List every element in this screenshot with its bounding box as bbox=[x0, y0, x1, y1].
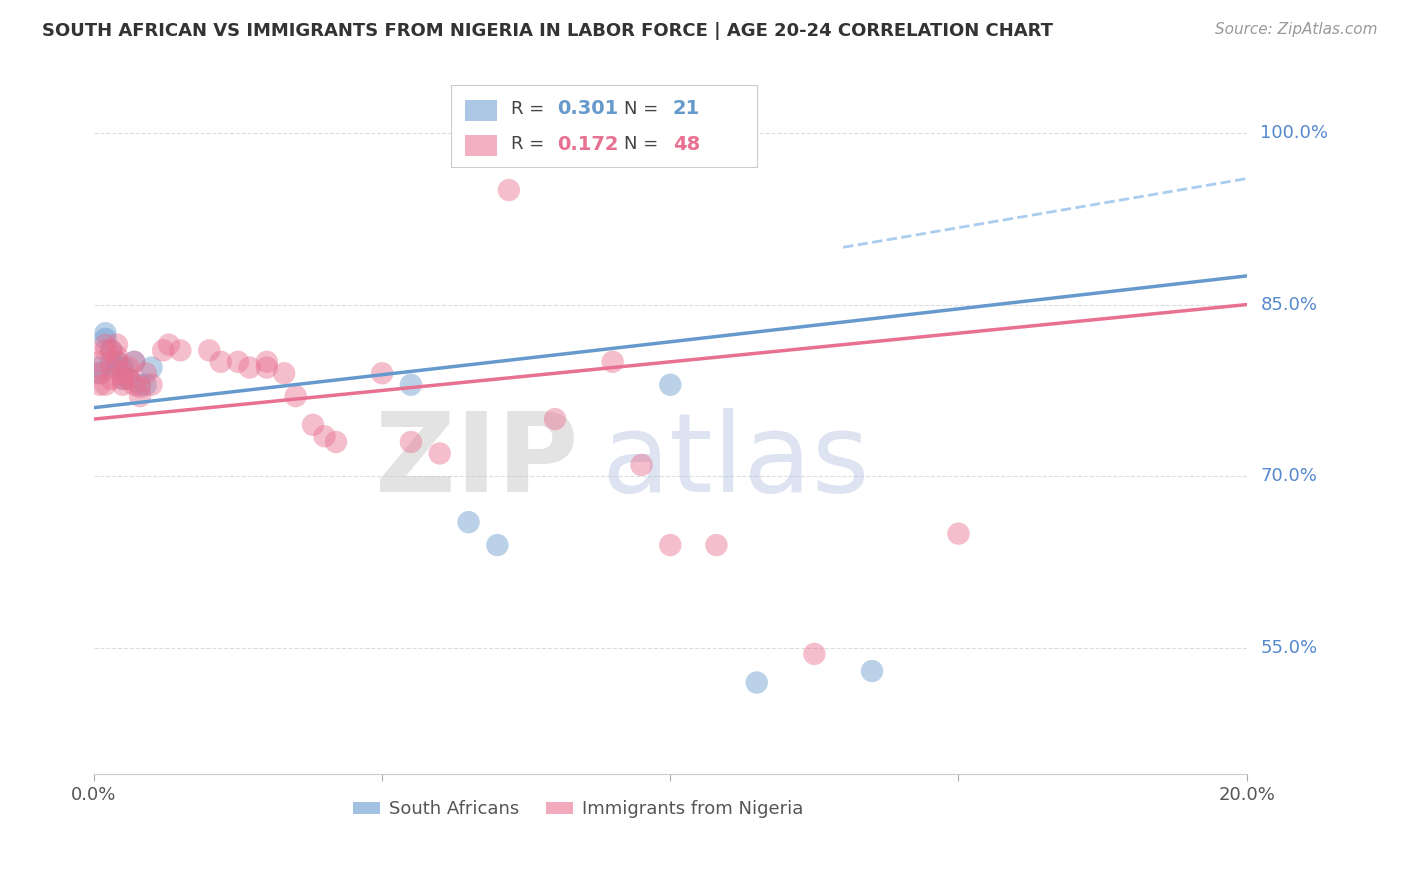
Point bbox=[399, 435, 422, 450]
Legend: South Africans, Immigrants from Nigeria: South Africans, Immigrants from Nigeria bbox=[346, 793, 811, 825]
Point bbox=[706, 538, 728, 552]
Point bbox=[129, 389, 152, 403]
Point bbox=[105, 355, 128, 369]
Point bbox=[429, 446, 451, 460]
Point bbox=[141, 377, 163, 392]
Point bbox=[117, 372, 139, 386]
Point bbox=[111, 372, 134, 386]
FancyBboxPatch shape bbox=[451, 86, 756, 167]
Text: 100.0%: 100.0% bbox=[1261, 124, 1329, 142]
Point bbox=[105, 349, 128, 363]
Point bbox=[89, 377, 111, 392]
Point bbox=[325, 435, 347, 450]
Point bbox=[803, 647, 825, 661]
Point bbox=[169, 343, 191, 358]
Point bbox=[105, 355, 128, 369]
Point bbox=[100, 343, 122, 358]
Point bbox=[122, 377, 145, 392]
Point bbox=[399, 377, 422, 392]
Point bbox=[948, 526, 970, 541]
Point bbox=[100, 343, 122, 358]
Text: 55.0%: 55.0% bbox=[1261, 640, 1317, 657]
Point bbox=[89, 366, 111, 380]
Point bbox=[117, 372, 139, 386]
Text: atlas: atlas bbox=[602, 409, 870, 516]
Point bbox=[256, 360, 278, 375]
Point bbox=[100, 355, 122, 369]
Text: SOUTH AFRICAN VS IMMIGRANTS FROM NIGERIA IN LABOR FORCE | AGE 20-24 CORRELATION : SOUTH AFRICAN VS IMMIGRANTS FROM NIGERIA… bbox=[42, 22, 1053, 40]
Point bbox=[141, 360, 163, 375]
Point bbox=[94, 377, 117, 392]
Point bbox=[314, 429, 336, 443]
Point bbox=[94, 326, 117, 341]
Text: Source: ZipAtlas.com: Source: ZipAtlas.com bbox=[1215, 22, 1378, 37]
Point bbox=[226, 355, 249, 369]
Point bbox=[302, 417, 325, 432]
Point bbox=[135, 366, 157, 380]
Point bbox=[94, 337, 117, 351]
FancyBboxPatch shape bbox=[465, 135, 498, 156]
Text: 21: 21 bbox=[672, 99, 700, 119]
Text: 48: 48 bbox=[672, 135, 700, 153]
Point bbox=[659, 377, 682, 392]
Point bbox=[105, 360, 128, 375]
Point bbox=[122, 355, 145, 369]
Point bbox=[89, 366, 111, 380]
Point bbox=[89, 355, 111, 369]
Point bbox=[111, 360, 134, 375]
Point bbox=[111, 372, 134, 386]
Text: R =: R = bbox=[512, 136, 544, 153]
Point bbox=[105, 337, 128, 351]
Point bbox=[129, 380, 152, 394]
Point bbox=[198, 343, 221, 358]
Text: R =: R = bbox=[512, 100, 544, 118]
Point bbox=[89, 360, 111, 375]
Point bbox=[94, 343, 117, 358]
Point bbox=[152, 343, 174, 358]
Point bbox=[602, 355, 624, 369]
FancyBboxPatch shape bbox=[465, 100, 498, 120]
Point bbox=[371, 366, 394, 380]
Point bbox=[135, 377, 157, 392]
Point bbox=[117, 360, 139, 375]
Point bbox=[544, 412, 567, 426]
Point bbox=[630, 458, 652, 472]
Point bbox=[745, 675, 768, 690]
Point bbox=[209, 355, 232, 369]
Text: 70.0%: 70.0% bbox=[1261, 467, 1317, 485]
Point bbox=[659, 538, 682, 552]
Text: 0.172: 0.172 bbox=[557, 135, 619, 153]
Point bbox=[122, 355, 145, 369]
Point bbox=[273, 366, 295, 380]
Text: ZIP: ZIP bbox=[374, 409, 578, 516]
Text: 0.301: 0.301 bbox=[557, 99, 619, 119]
Text: N =: N = bbox=[624, 100, 658, 118]
Point bbox=[111, 377, 134, 392]
Point bbox=[100, 372, 122, 386]
Text: N =: N = bbox=[624, 136, 658, 153]
Point bbox=[284, 389, 307, 403]
Point bbox=[129, 377, 152, 392]
Point bbox=[486, 538, 509, 552]
Point bbox=[157, 337, 180, 351]
Point bbox=[457, 515, 479, 529]
Point bbox=[238, 360, 260, 375]
Point bbox=[100, 360, 122, 375]
Point bbox=[256, 355, 278, 369]
Point bbox=[111, 366, 134, 380]
Point bbox=[94, 332, 117, 346]
Text: 85.0%: 85.0% bbox=[1261, 295, 1317, 314]
Point bbox=[860, 664, 883, 678]
Point bbox=[498, 183, 520, 197]
